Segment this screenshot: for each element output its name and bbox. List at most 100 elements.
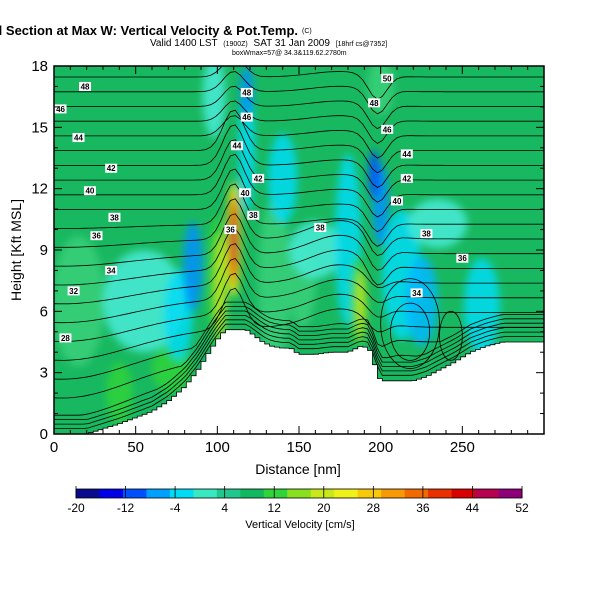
svg-text:44: 44 xyxy=(232,142,241,151)
contour-label: 50 xyxy=(381,73,394,83)
y-tick-label: 12 xyxy=(31,181,48,198)
svg-text:44: 44 xyxy=(402,150,411,159)
theta-contour xyxy=(54,319,544,425)
theta-loop xyxy=(439,310,463,361)
svg-text:46: 46 xyxy=(383,125,392,134)
colorbar-swatch xyxy=(76,489,100,498)
colorbar-swatch xyxy=(498,489,523,498)
theta-contour xyxy=(54,198,544,257)
theta-contour xyxy=(54,228,544,286)
theta-contours xyxy=(54,66,544,429)
theta-loop xyxy=(380,278,440,369)
colorbar-tick-label: -20 xyxy=(67,501,85,515)
colorbar-label: Vertical Velocity [cm/s] xyxy=(245,519,354,531)
contour-label: 42 xyxy=(252,173,265,183)
x-axis-label: Distance [nm] xyxy=(255,461,341,477)
svg-text:32: 32 xyxy=(69,287,78,296)
contour-label: 38 xyxy=(314,223,327,233)
contour-label: 46 xyxy=(54,104,67,114)
colorbar-swatch xyxy=(146,489,171,498)
x-tick-label: 150 xyxy=(286,439,311,456)
colorbar-tick-label: 44 xyxy=(466,501,480,515)
contour-label: 38 xyxy=(420,229,433,239)
svg-text:36: 36 xyxy=(226,226,235,235)
theta-contour xyxy=(54,109,544,174)
colorbar-tick-label: 20 xyxy=(317,501,331,515)
colorbar-swatch xyxy=(428,489,452,498)
contour-label: 44 xyxy=(230,141,243,151)
theta-contour xyxy=(54,323,544,429)
svg-text:38: 38 xyxy=(110,213,119,222)
contour-label: 42 xyxy=(400,173,413,183)
colorbar-swatch xyxy=(357,489,382,498)
svg-text:40: 40 xyxy=(393,197,402,206)
theta-contour xyxy=(54,71,544,115)
colorbar-swatch xyxy=(216,489,241,498)
x-tick-label: 250 xyxy=(450,439,475,456)
colorbar-swatch xyxy=(99,489,124,498)
svg-text:44: 44 xyxy=(74,134,83,143)
svg-text:34: 34 xyxy=(412,289,421,298)
svg-text:42: 42 xyxy=(402,174,411,183)
colorbar: -20 -12 -4 4 12 20 28 36 44 52 xyxy=(67,486,529,515)
colorbar-swatch xyxy=(287,489,312,498)
theta-contour xyxy=(54,139,544,203)
contour-label: 34 xyxy=(105,265,118,275)
colorbar-tick-label: 12 xyxy=(268,501,282,515)
contour-label: 42 xyxy=(105,163,118,173)
theta-contour xyxy=(54,100,544,144)
svg-text:50: 50 xyxy=(383,74,392,83)
contour-label: 38 xyxy=(108,212,121,222)
theta-contour xyxy=(54,183,544,247)
plot-area: 48 46 44 42 40 38 36 34 32 28 48 46 44 42 40 38 36 38 50 48… xyxy=(54,66,544,434)
contour-label: 36 xyxy=(90,231,103,241)
svg-text:42: 42 xyxy=(254,174,263,183)
colorbar-swatch xyxy=(240,489,265,498)
contour-label: 38 xyxy=(247,210,260,220)
svg-text:36: 36 xyxy=(458,254,467,263)
contour-label: 46 xyxy=(240,112,253,122)
y-tick-label: 6 xyxy=(40,303,48,320)
contour-label: 44 xyxy=(400,149,413,159)
colorbar-swatch xyxy=(381,489,406,498)
theta-contour xyxy=(54,258,544,324)
theta-contour xyxy=(54,315,544,420)
colorbar-tick-label: 36 xyxy=(416,501,430,515)
svg-text:40: 40 xyxy=(85,187,94,196)
contour-label: 34 xyxy=(410,288,423,298)
colorbar-swatch xyxy=(169,489,194,498)
colorbar-tick-label: -12 xyxy=(117,501,135,515)
contour-label: 48 xyxy=(368,98,381,108)
y-tick-label: 9 xyxy=(40,242,48,259)
contour-label: 44 xyxy=(72,133,85,143)
chart-title: Wind-Parallel Section at Max W: Vertical… xyxy=(0,23,298,38)
contour-label: 40 xyxy=(239,188,252,198)
theta-contour xyxy=(54,115,544,159)
y-tick-label: 15 xyxy=(31,119,48,136)
svg-text:28: 28 xyxy=(61,334,70,343)
theta-contour xyxy=(54,124,544,188)
colorbar-tick-label: -4 xyxy=(170,501,181,515)
contour-label: 46 xyxy=(381,124,394,134)
theta-contour xyxy=(54,153,544,218)
contour-label: 28 xyxy=(59,333,72,343)
y-tick-label: 0 xyxy=(40,426,48,443)
svg-text:38: 38 xyxy=(249,211,258,220)
colorbar-swatch xyxy=(310,489,335,498)
svg-text:46: 46 xyxy=(56,105,65,114)
x-tick-label: 100 xyxy=(205,439,230,456)
colorbar-swatch xyxy=(263,489,288,498)
theta-contour xyxy=(54,243,544,305)
y-tick-label: 18 xyxy=(31,58,48,75)
x-tick-label: 200 xyxy=(368,439,393,456)
colorbar-tick-label: 4 xyxy=(221,501,228,515)
colorbar-swatch xyxy=(475,489,499,498)
theta-contour xyxy=(54,85,544,130)
y-tick-label: 3 xyxy=(40,365,48,382)
contour-labels: 48 46 44 42 40 38 36 34 32 28 48 46 44 42 40 38 36 38 50 48… xyxy=(54,73,469,343)
colorbar-swatch xyxy=(404,489,429,498)
theta-loop xyxy=(390,302,431,361)
colorbar-swatch xyxy=(193,489,218,498)
